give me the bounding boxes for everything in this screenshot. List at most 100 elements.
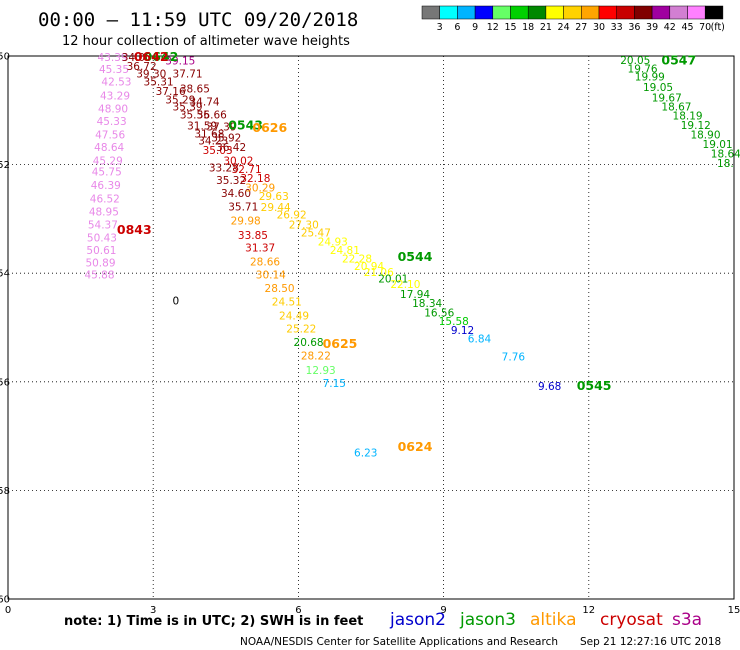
colorbar-swatch [563,5,582,20]
colorbar-swatch [669,5,688,20]
swh-value: 34.00 [122,52,152,64]
colorbar-label: 33 [611,22,623,33]
legend-cryosat: cryosat [600,610,663,630]
swh-value: 54.37 [88,219,118,231]
swh-value: 19.05 [643,82,673,94]
y-tick-label: -50 [0,52,10,63]
swh-value: 35.31 [144,77,174,89]
colorbar-swatch [598,5,617,20]
swh-value: 29.98 [231,216,261,228]
swh-value: 39.15 [165,55,195,67]
grid-lines [8,56,734,599]
colorbar-swatch [421,5,440,20]
swh-value: 27.30 [289,219,319,231]
swh-value: 25.22 [286,324,316,336]
colorbar-swatch [687,5,706,20]
colorbar-label: 12 [487,22,499,33]
legend-jason3: jason3 [459,610,516,630]
swh-value: 17.94 [400,289,430,301]
swh-value: 35.03 [203,145,233,157]
pass-time-label: 0625 [323,336,358,351]
swh-value: 29.44 [261,202,291,214]
colorbar-label: 36 [628,22,640,33]
swh-value: 30.02 [223,155,253,167]
swh-value: 19.12 [681,120,711,132]
colorbar-swatch [527,5,547,20]
colorbar-swatch [545,5,564,20]
swh-value: 28.66 [250,256,280,268]
axis-ticks: 0 3 6 9 12 15 -50 -52 -54 -56 -58 -60 [0,52,740,617]
pass-time-label: 0843 [117,222,152,237]
swh-value: 34.23 [198,136,228,148]
misc-marker: 0 [173,295,180,307]
swh-value: 24.49 [279,311,309,323]
swh-value: 39.30 [136,68,166,80]
swh-value: 31.37 [245,243,275,255]
swh-value: 12.93 [306,365,336,377]
swh-value: 43.39 [98,52,128,64]
x-tick-label: 6 [295,605,301,616]
swh-value: 24.93 [318,237,348,249]
pass-time-label: 0642 [144,49,179,64]
colorbar-unit: (ft) [711,22,725,33]
swh-value: 37.39 [206,122,236,134]
colorbar-label: 27 [575,22,587,33]
x-tick-label: 12 [582,605,595,616]
colorbar-swatch [474,5,494,20]
swh-value: 24.81 [330,245,360,257]
colorbar-swatch [634,5,653,20]
swh-value: 45.75 [92,167,122,179]
swh-value: 35.32 [216,175,246,187]
colorbar: 3 6 9 12 15 18 21 24 27 30 33 36 39 42 45 70 (ft) [421,5,725,33]
swh-value: 48.64 [94,142,124,154]
swh-value: 20.01 [378,274,408,286]
colorbar-label: 3 [437,22,443,33]
swh-value: 6.84 [468,333,492,345]
swh-value: 9.68 [538,381,561,393]
swh-value: 45.29 [93,155,123,167]
satellite-legend: jason2 jason3 altika cryosat s3a [389,610,702,630]
swh-value: 30.14 [256,269,286,281]
footer-credit: NOAA/NESDIS Center for Satellite Applica… [240,636,558,648]
swh-value: 35.29 [165,94,195,106]
swh-value: 37.71 [173,68,203,80]
x-tick-label: 9 [440,605,446,616]
y-tick-label: -58 [0,486,10,497]
swh-value: 7.76 [502,351,526,363]
colorbar-label: 30 [593,22,605,33]
legend-jason2: jason2 [389,610,446,630]
swh-value: 35.71 [228,201,258,213]
swh-value: 18.19 [673,111,703,123]
swh-value: 50.61 [86,245,116,257]
swh-value: 33.85 [238,230,268,242]
pass-time-label: 0547 [661,52,696,67]
pass-time-label: 0626 [252,120,287,135]
pass-time-label: 0543 [228,118,263,133]
chart-title: 00:00 – 11:59 UTC 09/20/2018 [38,9,358,31]
swh-value: 34.74 [190,97,220,109]
colorbar-label: 70 [699,22,711,33]
swh-value: 45.35 [99,64,129,76]
swh-value: 50.89 [85,257,115,269]
swh-value: 48.90 [98,104,128,116]
colorbar-label: 18 [522,22,534,33]
swh-value: 6.23 [354,447,377,459]
y-tick-label: -60 [0,595,10,606]
swh-value: 20.68 [294,337,324,349]
swh-value: 43.29 [100,91,130,103]
swh-value: 18.64 [711,149,740,161]
swh-value: 20.05 [620,55,650,67]
swh-value: 19.76 [628,63,658,75]
x-tick-label: 3 [150,605,156,616]
swh-value: 19.67 [652,92,682,104]
swh-value: 22.28 [342,254,372,266]
swh-value: 35.55 [180,110,210,122]
swh-value: 35.39 [173,101,203,113]
colorbar-swatch [616,5,635,20]
swh-value: 24.51 [272,296,302,308]
swh-value: 36.72 [127,61,157,73]
swh-value: 35.92 [211,132,241,144]
